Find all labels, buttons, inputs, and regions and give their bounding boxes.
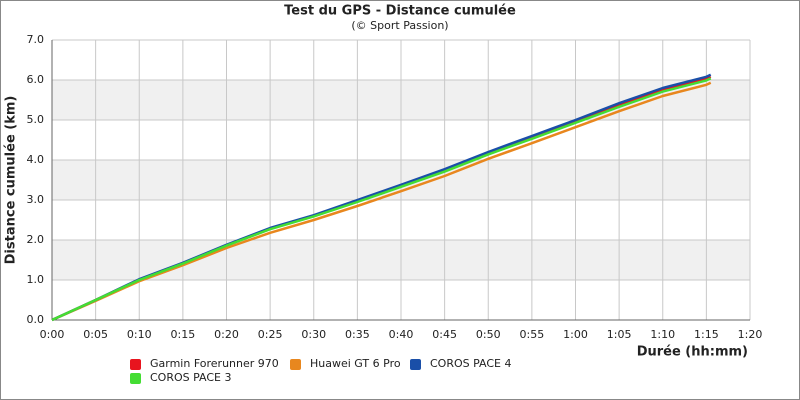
- x-tick-label: 0:10: [127, 328, 152, 341]
- legend-swatch: [290, 359, 301, 370]
- x-tick-label: 1:10: [650, 328, 675, 341]
- y-tick-label: 5.0: [27, 113, 45, 126]
- y-tick-label: 1.0: [27, 273, 45, 286]
- y-tick-label: 7.0: [27, 33, 45, 46]
- x-tick-label: 1:20: [738, 328, 763, 341]
- x-axis-label: Durée (hh:mm): [637, 345, 748, 360]
- legend-swatch: [130, 359, 141, 370]
- x-tick-label: 0:30: [301, 328, 326, 341]
- series-line: [51, 77, 712, 322]
- x-tick-label: 1:00: [563, 328, 588, 341]
- y-tick-label: 3.0: [27, 193, 45, 206]
- series-line: [51, 81, 712, 322]
- legend-swatch: [410, 359, 421, 370]
- y-tick-label: 0.0: [27, 313, 45, 326]
- chart-title: Test du GPS - Distance cumulée: [284, 4, 516, 19]
- legend-label: Garmin Forerunner 970: [150, 357, 279, 370]
- x-tick-label: 0:50: [476, 328, 501, 341]
- x-tick-label: 0:40: [389, 328, 414, 341]
- x-tick-label: 1:05: [607, 328, 632, 341]
- x-tick-label: 0:25: [258, 328, 283, 341]
- x-tick-label: 0:20: [214, 328, 239, 341]
- x-tick-label: 0:35: [345, 328, 370, 341]
- legend-swatch: [130, 373, 141, 384]
- x-tick-label: 1:15: [694, 328, 719, 341]
- y-axis-label: Distance cumulée (km): [4, 96, 19, 265]
- legend-label: COROS PACE 3: [150, 371, 232, 384]
- x-tick-label: 0:00: [40, 328, 65, 341]
- y-tick-label: 4.0: [27, 153, 45, 166]
- chart-subtitle: (© Sport Passion): [351, 19, 448, 32]
- legend-label: Huawei GT 6 Pro: [310, 357, 401, 370]
- x-tick-label: 0:05: [83, 328, 108, 341]
- y-tick-label: 2.0: [27, 233, 45, 246]
- x-tick-label: 0:55: [520, 328, 545, 341]
- y-tick-label: 6.0: [27, 73, 45, 86]
- legend-label: COROS PACE 4: [430, 357, 512, 370]
- x-tick-label: 0:45: [432, 328, 457, 341]
- x-tick-label: 0:15: [171, 328, 196, 341]
